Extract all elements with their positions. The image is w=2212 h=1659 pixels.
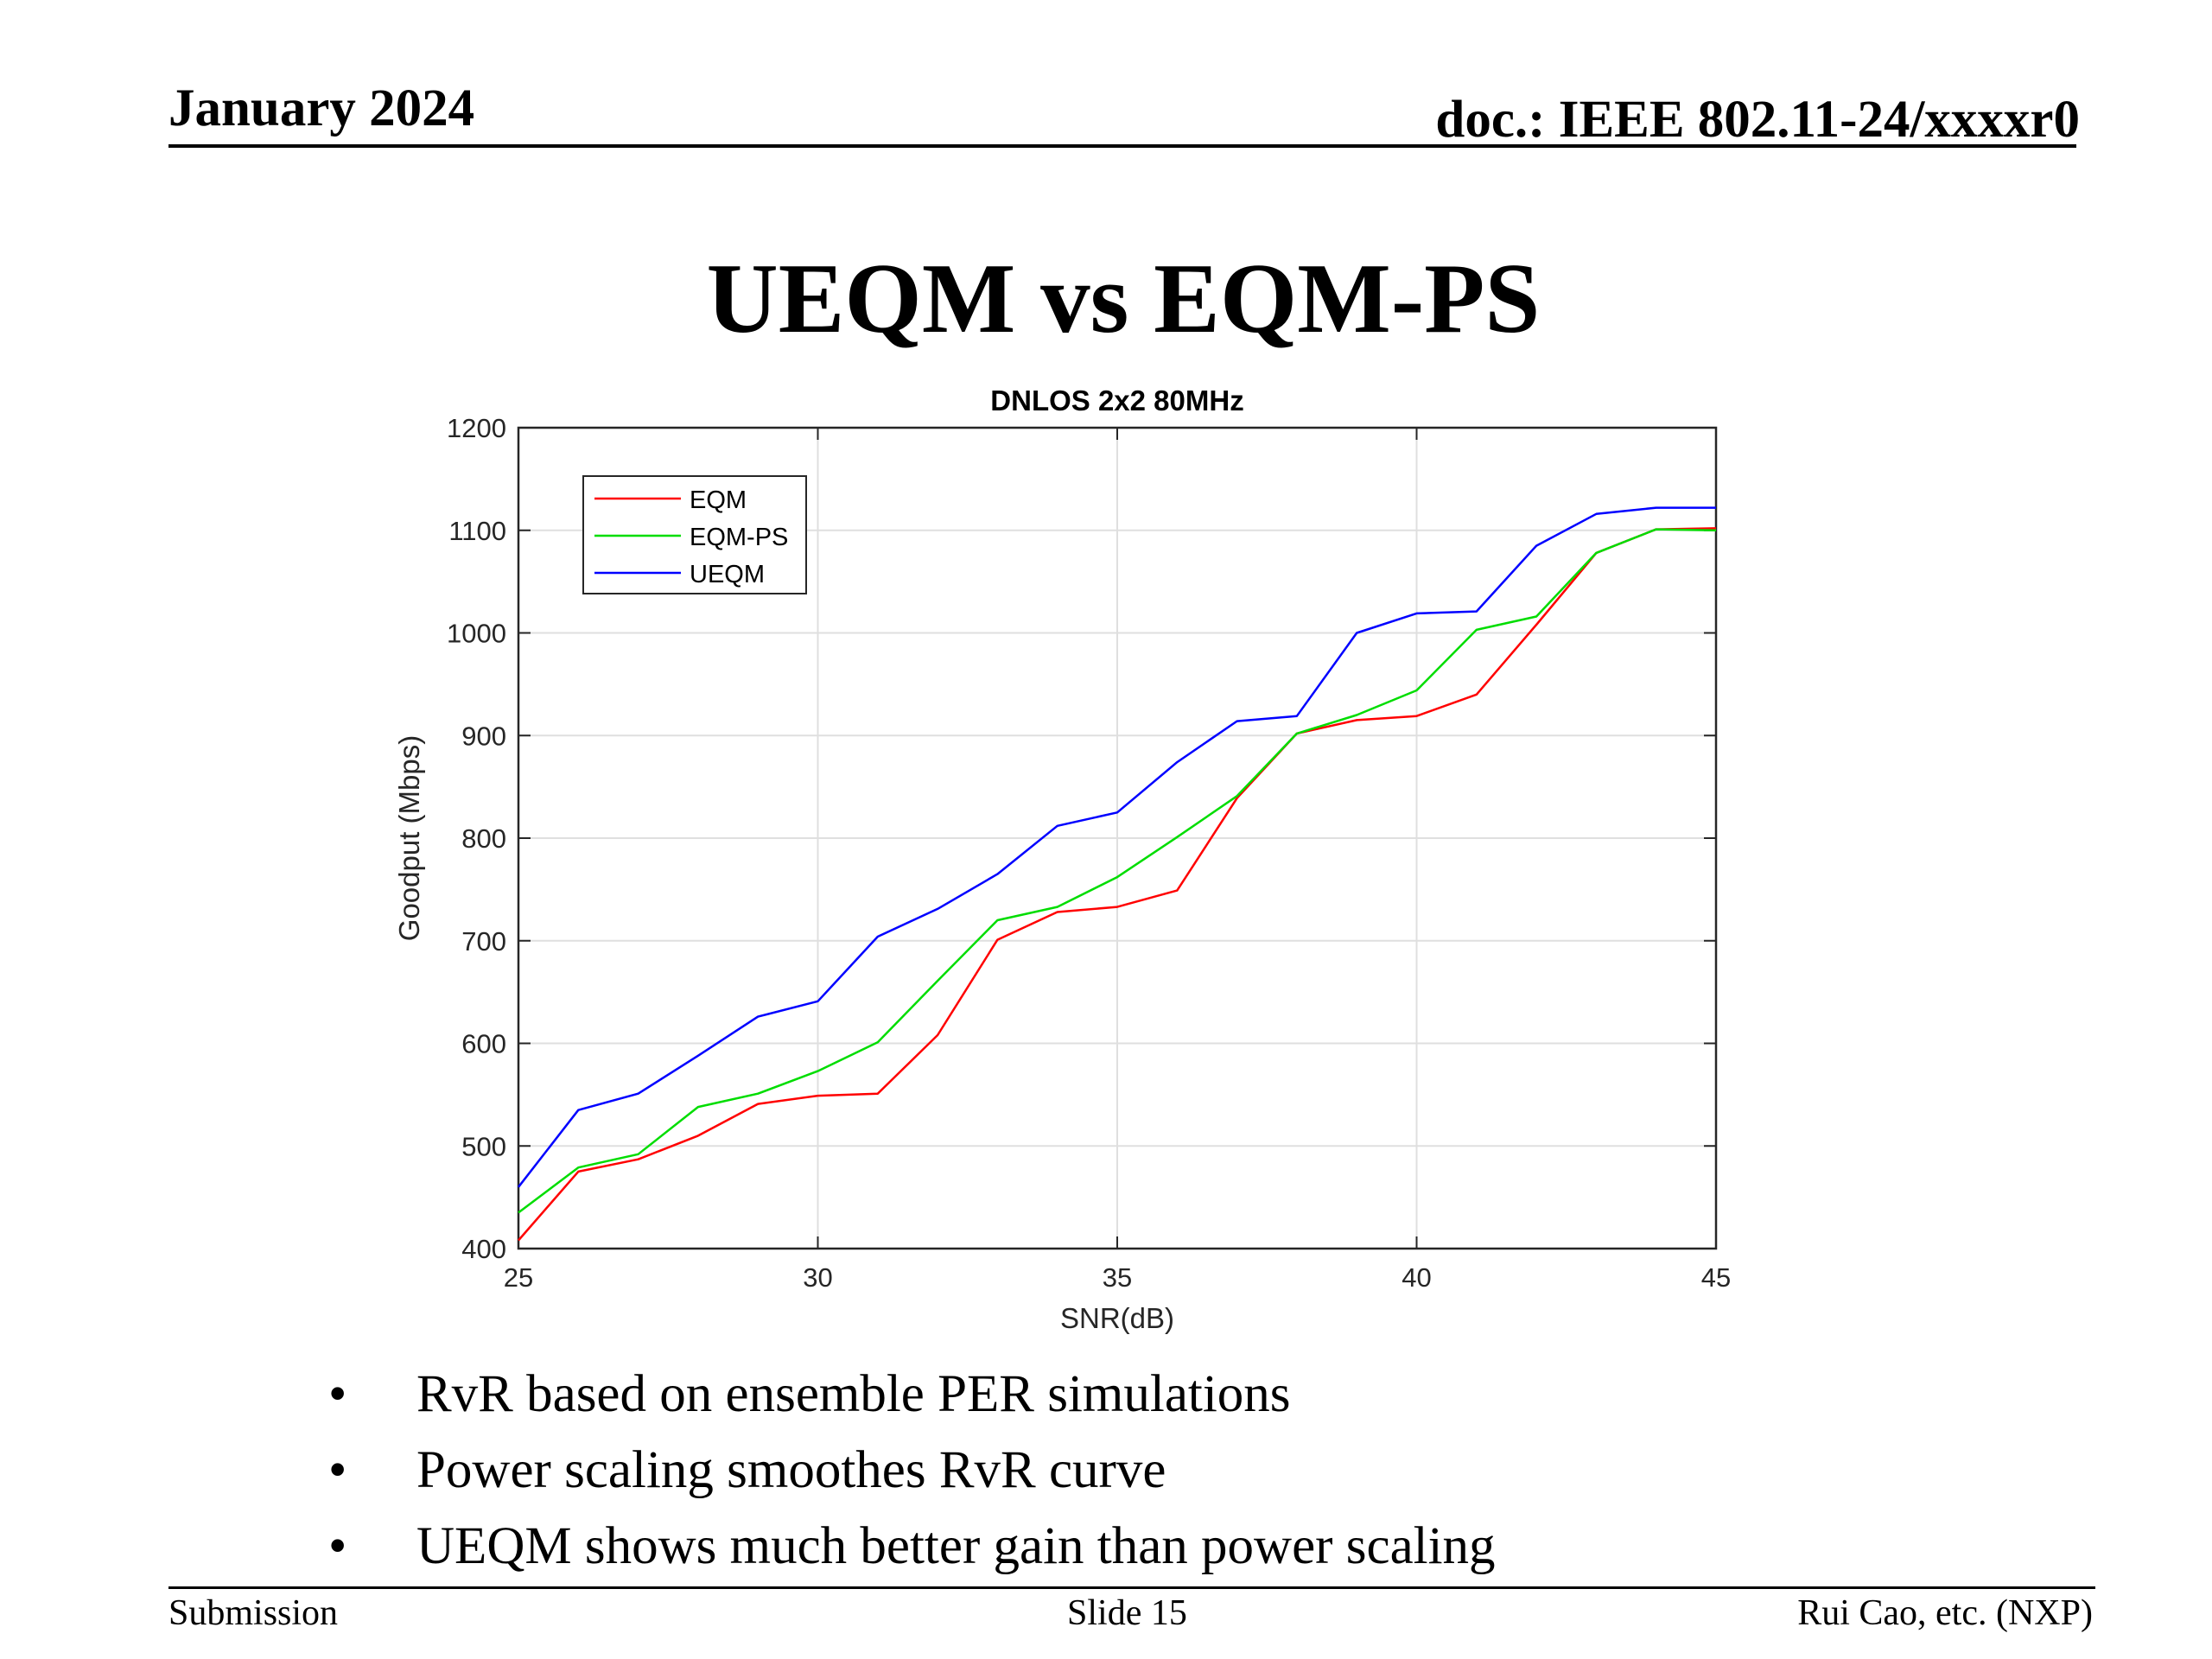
header-doc-number: doc.: IEEE 802.11-24/xxxxr0	[1435, 91, 2080, 149]
bullet-item: • Power scaling smoothes RvR curve	[328, 1433, 1496, 1509]
bullet-item: • UEQM shows much better gain than power…	[328, 1509, 1496, 1585]
bullet-dot: •	[328, 1365, 347, 1423]
bullet-text: RvR based on ensemble PER simulations	[416, 1365, 1291, 1423]
x-tick-label: 30	[803, 1262, 832, 1293]
x-tick-label: 45	[1701, 1262, 1731, 1293]
y-tick-label: 1100	[448, 516, 506, 546]
goodput-chart: 25 30 35 40 45 400 500 600 700 800 900 1000 1100 1200…	[393, 385, 1731, 1334]
series-line-eqm	[518, 527, 1717, 1242]
bullet-item: • RvR based on ensemble PER simulations	[328, 1357, 1496, 1433]
y-tick-label: 900	[461, 721, 506, 751]
bullet-text: UEQM shows much better gain than power s…	[416, 1517, 1496, 1575]
series-layer	[518, 506, 1717, 1242]
series-line-ueqm	[518, 506, 1716, 1188]
legend-label: EQM	[690, 486, 747, 514]
header-rule	[168, 144, 2076, 148]
legend: EQM EQM-PS UEQM	[582, 475, 807, 594]
slide-title: UEQM vs EQM-PS	[706, 244, 1541, 353]
legend-label: UEQM	[690, 561, 765, 588]
y-tick-label: 500	[461, 1131, 506, 1161]
x-axis-label: SNR(dB)	[1060, 1302, 1174, 1334]
x-tick-label: 35	[1103, 1262, 1132, 1293]
bullet-dot: •	[328, 1517, 347, 1575]
tick-layer: 25 30 35 40 45 400 500 600 700 800 900 1000 1100 1200	[447, 413, 1731, 1293]
y-tick-label: 400	[461, 1234, 506, 1264]
bullet-list: • RvR based on ensemble PER simulations …	[328, 1357, 1496, 1585]
y-tick-label: 800	[461, 823, 506, 854]
bullet-text: Power scaling smoothes RvR curve	[416, 1441, 1166, 1499]
footer-slide-number: Slide 15	[1067, 1593, 1187, 1633]
y-tick-label: 600	[461, 1029, 506, 1059]
y-tick-label: 1000	[447, 619, 506, 649]
bullet-dot: •	[328, 1441, 347, 1499]
y-axis-label: Goodput (Mbps)	[393, 735, 425, 941]
chart-title: DNLOS 2x2 80MHz	[990, 385, 1243, 416]
footer-author: Rui Cao, etc. (NXP)	[1797, 1593, 2093, 1633]
legend-label: EQM-PS	[690, 524, 788, 551]
x-tick-label: 25	[504, 1262, 533, 1293]
x-tick-label: 40	[1402, 1262, 1431, 1293]
y-tick-label: 1200	[447, 413, 506, 443]
footer-rule	[168, 1586, 2095, 1589]
y-tick-label: 700	[461, 926, 506, 957]
series-line-eqm-ps	[518, 528, 1717, 1214]
header-date: January 2024	[168, 79, 475, 137]
footer-submission: Submission	[168, 1593, 339, 1633]
